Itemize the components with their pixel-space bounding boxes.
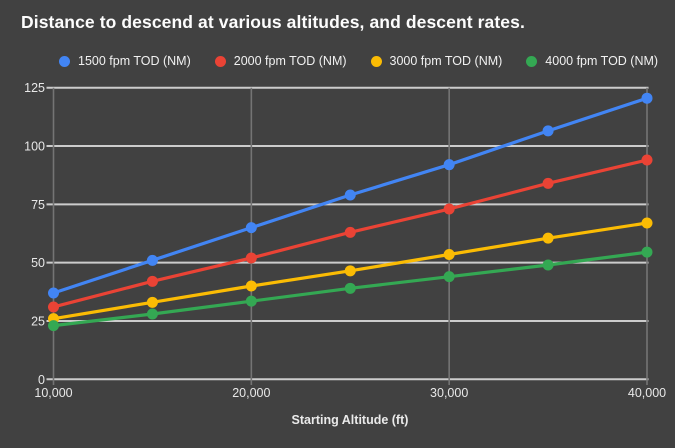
legend-item-3000fpm[interactable]: 3000 fpm TOD (NM): [370, 54, 503, 68]
legend-item-4000fpm[interactable]: 4000 fpm TOD (NM): [526, 54, 658, 68]
data-point-s1-x40000[interactable]: [641, 154, 653, 166]
data-point-s1-x30000[interactable]: [443, 203, 455, 215]
legend-label-1500fpm: 1500 fpm TOD (NM): [78, 54, 191, 68]
data-point-s3-x10000[interactable]: [48, 320, 59, 332]
data-point-s0-x40000[interactable]: [641, 92, 653, 104]
x-axis-title: Starting Altitude (ft): [291, 413, 409, 427]
data-point-s1-x20000[interactable]: [245, 252, 257, 264]
y-tick-label-0: 0: [38, 373, 45, 387]
data-point-s0-x10000[interactable]: [48, 287, 59, 299]
legend-label-4000fpm: 4000 fpm TOD (NM): [545, 54, 659, 68]
data-point-s0-x20000[interactable]: [245, 222, 257, 234]
y-tick-label-75: 75: [31, 198, 45, 212]
y-tick-label-125: 125: [24, 81, 45, 95]
legend: 1500 fpm TOD (NM) 2000 fpm TOD (NM) 3000…: [59, 54, 658, 68]
data-point-s1-x35000[interactable]: [542, 177, 554, 189]
legend-label-3000fpm: 3000 fpm TOD (NM): [389, 54, 503, 68]
legend-item-1500fpm[interactable]: 1500 fpm TOD (NM): [59, 54, 191, 68]
y-tick-label-100: 100: [24, 140, 45, 154]
data-point-s0-x35000[interactable]: [542, 125, 554, 137]
x-tick-label-40000: 40,000: [628, 386, 666, 400]
legend-dot-1500fpm: [59, 55, 70, 67]
data-point-s2-x25000[interactable]: [344, 265, 356, 277]
data-point-s1-x10000[interactable]: [48, 301, 59, 313]
data-point-s1-x15000[interactable]: [146, 275, 158, 287]
data-point-s2-x30000[interactable]: [443, 248, 455, 260]
y-tick-label-50: 50: [31, 256, 45, 270]
data-point-s3-x30000[interactable]: [443, 271, 455, 283]
x-tick-label-20000: 20,000: [232, 386, 270, 400]
data-point-s3-x35000[interactable]: [542, 259, 554, 271]
x-tick-label-30000: 30,000: [430, 386, 468, 400]
data-point-s3-x15000[interactable]: [146, 308, 158, 320]
data-point-s0-x30000[interactable]: [443, 159, 455, 171]
data-point-s2-x20000[interactable]: [245, 280, 257, 292]
y-tick-label-25: 25: [31, 314, 45, 328]
chart-title: Distance to descend at various altitudes…: [21, 12, 525, 32]
legend-dot-3000fpm: [370, 55, 382, 67]
legend-item-2000fpm[interactable]: 2000 fpm TOD (NM): [214, 54, 347, 68]
data-point-s3-x20000[interactable]: [245, 295, 257, 307]
data-point-s1-x25000[interactable]: [344, 226, 356, 238]
data-point-s2-x40000[interactable]: [641, 217, 653, 229]
data-point-s2-x15000[interactable]: [146, 296, 158, 308]
data-point-s0-x25000[interactable]: [344, 189, 356, 201]
data-point-s3-x25000[interactable]: [344, 282, 356, 294]
data-point-s2-x35000[interactable]: [542, 232, 554, 244]
legend-dot-2000fpm: [214, 55, 226, 67]
x-tick-label-10000: 10,000: [34, 386, 72, 400]
data-point-s3-x40000[interactable]: [641, 246, 653, 258]
legend-dot-4000fpm: [526, 55, 538, 67]
legend-label-2000fpm: 2000 fpm TOD (NM): [233, 54, 347, 68]
data-point-s0-x15000[interactable]: [146, 254, 158, 266]
